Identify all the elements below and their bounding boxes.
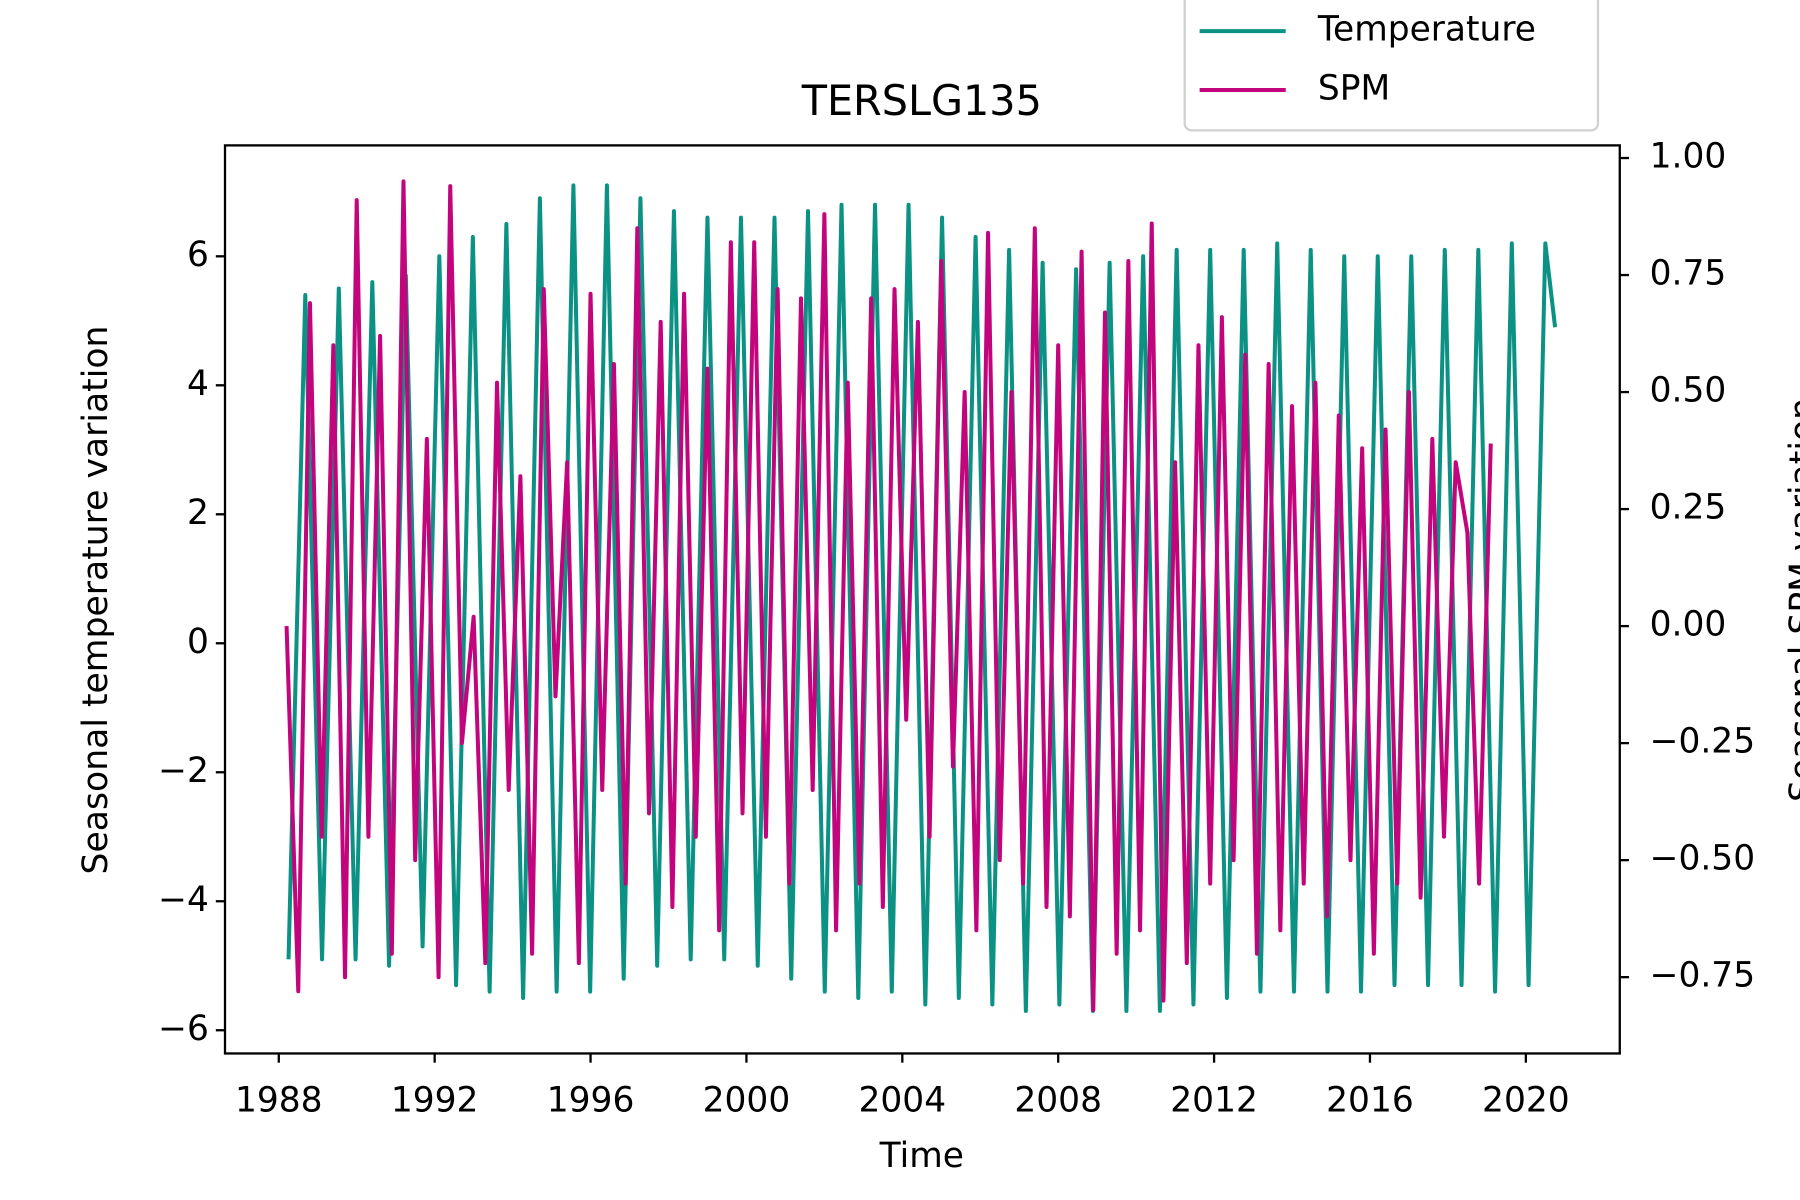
y-tick-label: 4 [187, 364, 209, 404]
y2-tick-label: −0.75 [1650, 956, 1756, 996]
plot-frame [223, 144, 1621, 1055]
y-axis-label: Seasonal temperature variation [76, 326, 116, 875]
legend-label: SPM [1318, 68, 1390, 108]
y2-tick-label: 0.00 [1650, 605, 1727, 645]
y2-tick-label: 0.75 [1650, 253, 1727, 293]
y-tick-label: 0 [187, 622, 209, 662]
y2-tick-label: 1.00 [1650, 136, 1727, 176]
legend-box [1183, 0, 1600, 132]
x-tick-label: 2020 [1482, 1080, 1570, 1120]
legend-label: Temperature [1317, 10, 1536, 50]
y2-tick-label: −0.50 [1650, 839, 1756, 879]
y2-tick-label: 0.50 [1650, 371, 1727, 411]
y-tick-label: −6 [158, 1009, 209, 1049]
chart-title: TERSLG135 [801, 77, 1042, 125]
x-tick-label: 2012 [1170, 1080, 1258, 1120]
y-tick-label: 2 [187, 493, 209, 533]
y-tick-label: −2 [158, 751, 209, 791]
x-tick-label: 2008 [1014, 1080, 1102, 1120]
x-tick-label: 1996 [547, 1080, 635, 1120]
y-tick-label: 6 [187, 235, 209, 275]
x-tick-label: 2004 [859, 1080, 947, 1120]
x-tick-label: 2016 [1326, 1080, 1414, 1120]
y-tick-label: −4 [158, 880, 209, 920]
x-tick-label: 2000 [703, 1080, 791, 1120]
x-tick-label: 1992 [391, 1080, 479, 1120]
x-axis-label: Time [879, 1136, 964, 1176]
series-line [284, 179, 1493, 1012]
y2-tick-label: 0.25 [1650, 488, 1727, 528]
x-tick-label: 1988 [235, 1080, 323, 1120]
y2-tick-label: −0.25 [1650, 722, 1756, 762]
y2-axis-label: Seasonal SPM variation [1783, 398, 1800, 802]
